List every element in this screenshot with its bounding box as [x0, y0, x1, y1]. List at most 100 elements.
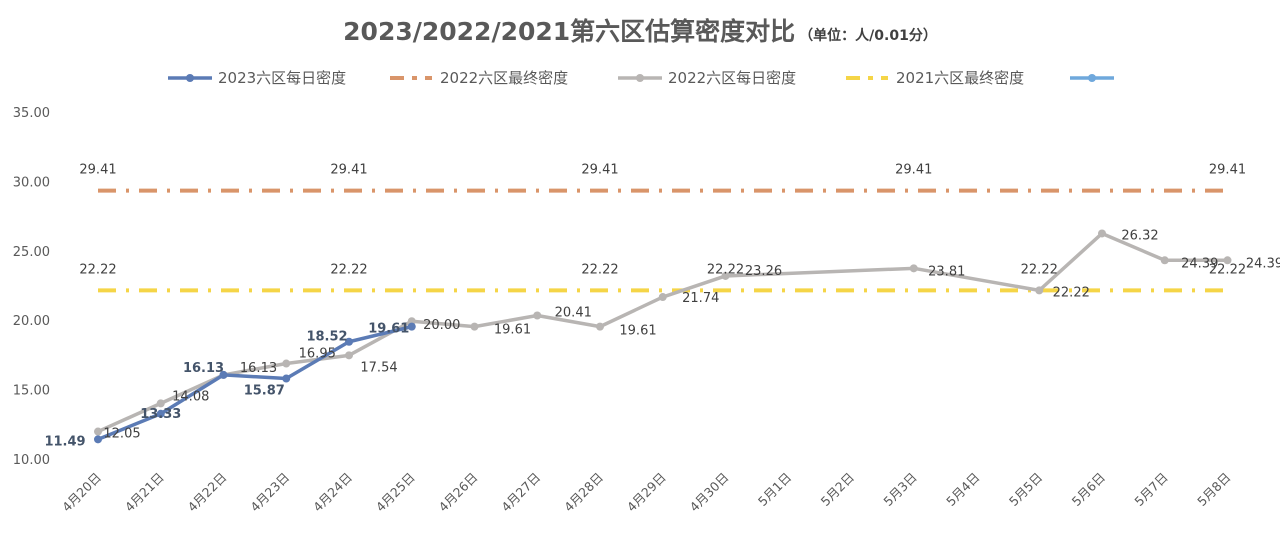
chart-title: 2023/2022/2021第六区估算密度对比: [343, 17, 795, 46]
x-tick-label: 4月27日: [498, 470, 543, 515]
x-tick-label: 4月25日: [373, 470, 418, 515]
data-label: 29.41: [330, 163, 367, 178]
series-2023-daily-point: [94, 435, 102, 444]
x-tick-label: 5月8日: [1194, 470, 1234, 510]
series-2023-daily-point: [156, 409, 165, 418]
x-tick-label: 4月22日: [184, 470, 229, 515]
data-label: 16.13: [240, 361, 277, 376]
data-label: 23.26: [745, 264, 782, 279]
data-label: 19.61: [619, 324, 656, 339]
legend-item: 2023六区每日密度: [168, 69, 346, 87]
x-tick-label: 4月30日: [686, 470, 731, 515]
legend: 2023六区每日密度 2022六区最终密度 2022六区每日密度 2021六区最终密度: [168, 69, 1114, 87]
series-2022-daily-point: [909, 264, 918, 273]
data-label: 20.00: [423, 318, 460, 333]
series-2022-daily-point: [345, 351, 353, 360]
data-label: 19.61: [494, 323, 531, 338]
legend-item: 2021六区最终密度: [846, 69, 1024, 87]
series-2022-daily-point: [1223, 256, 1232, 265]
y-tick-label: 25.00: [13, 245, 50, 260]
svg-text:2023/2022/2021第六区估算密度对比（单位：人/0: 2023/2022/2021第六区估算密度对比 （单位：人/0.01分）: [343, 17, 937, 46]
x-tick-label: 5月2日: [818, 470, 858, 510]
x-tick-label: 5月7日: [1131, 470, 1171, 510]
data-label: 18.52: [306, 330, 347, 345]
legend-label: 2021六区最终密度: [896, 69, 1024, 87]
y-tick-label: 15.00: [13, 384, 50, 399]
x-tick-label: 5月3日: [880, 470, 920, 510]
data-label: 15.87: [244, 384, 285, 399]
x-tick-label: 4月21日: [122, 470, 167, 515]
series-2022-daily-point: [596, 322, 604, 331]
data-label: 16.95: [299, 347, 336, 362]
legend-item: 2022六区每日密度: [618, 69, 796, 87]
series-2022-daily-line: [97, 231, 1228, 434]
data-label: 22.22: [79, 262, 116, 277]
data-label: 22.22: [1209, 262, 1246, 277]
data-label: 23.81: [928, 264, 965, 279]
series-2022-daily-point: [1098, 229, 1106, 238]
x-tick-label: 4月20日: [59, 470, 104, 515]
data-label: 24.39: [1181, 256, 1218, 271]
data-label: 11.49: [44, 434, 85, 449]
series-2022-daily-point: [94, 427, 102, 436]
x-tick-label: 5月5日: [1006, 470, 1046, 510]
legend-item: 2022六区最终密度: [390, 69, 568, 87]
series-2022-daily-point: [156, 399, 165, 408]
y-tick-label: 30.00: [13, 175, 50, 190]
data-label: 22.22: [707, 262, 744, 277]
series-lines: [94, 229, 1232, 444]
y-tick-label: 20.00: [13, 314, 50, 329]
legend-marker: [1088, 74, 1096, 82]
data-label: 29.41: [581, 163, 618, 178]
series-2023-daily-line: [97, 324, 413, 441]
data-label: 21.74: [682, 291, 719, 306]
data-label: 29.41: [79, 163, 116, 178]
data-label: 22.22: [330, 262, 367, 277]
chart-title-group: 2023/2022/2021第六区估算密度对比 （单位：人/0.01分）: [343, 17, 937, 46]
data-label: 17.54: [360, 360, 397, 375]
series-2023-daily-point: [282, 374, 291, 383]
legend-label: 2022六区最终密度: [440, 69, 568, 87]
data-label: 20.41: [555, 306, 592, 321]
data-label: 29.41: [1209, 163, 1246, 178]
x-tick-label: 5月1日: [755, 470, 795, 510]
data-label: 22.22: [1021, 262, 1058, 277]
legend-marker: [186, 74, 194, 82]
x-axis: 4月20日 4月21日 4月22日 4月23日 4月24日 4月25日 4月26日 4月27日…: [59, 470, 1234, 515]
data-labels: 29.41 29.41 29.41 29.41 29.41 22.22 22.22 22.22…: [44, 163, 1280, 450]
x-tick-label: 4月26日: [435, 470, 480, 515]
data-label: 14.08: [172, 389, 209, 404]
series-2023-daily-point: [219, 370, 228, 379]
y-axis: 10.00 15.00 20.00 25.00 30.00 35.00: [13, 106, 50, 468]
x-tick-label: 4月23日: [247, 470, 292, 515]
x-tick-label: 5月6日: [1069, 470, 1109, 510]
series-2023-daily-point: [345, 337, 353, 346]
series-2022-daily-point: [721, 271, 730, 280]
series-2022-daily-point: [282, 359, 291, 368]
series-2022-daily-point: [533, 311, 542, 320]
legend-label: 2022六区每日密度: [668, 69, 796, 87]
series-2022-daily-point: [1160, 256, 1169, 265]
data-label: 16.13: [183, 361, 224, 376]
data-label: 22.22: [1053, 285, 1090, 300]
chart-unit: （单位：人/0.01分）: [799, 27, 937, 44]
series-2022-daily-point: [658, 293, 667, 302]
x-tick-label: 5月4日: [943, 470, 983, 510]
data-label: 13.33: [140, 407, 181, 422]
data-label: 29.41: [895, 163, 932, 178]
y-tick-label: 35.00: [13, 106, 50, 121]
series-2022-daily-point: [1035, 286, 1044, 295]
y-tick-label: 10.00: [13, 453, 50, 468]
x-tick-label: 4月29日: [624, 470, 669, 515]
data-label: 26.32: [1121, 228, 1158, 243]
legend-label: 2023六区每日密度: [218, 69, 346, 87]
data-label: 22.22: [581, 262, 618, 277]
data-label: 12.05: [103, 427, 140, 442]
legend-item: [1070, 74, 1114, 82]
x-tick-label: 4月24日: [310, 470, 355, 515]
data-label: 19.61: [368, 322, 409, 337]
x-tick-label: 4月28日: [561, 470, 606, 515]
series-2022-daily-point: [470, 322, 479, 331]
series-2023-daily-point: [407, 322, 416, 331]
